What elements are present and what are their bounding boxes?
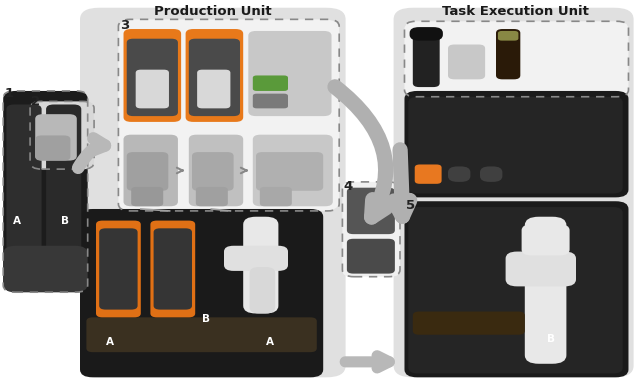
FancyBboxPatch shape: [124, 135, 178, 206]
FancyBboxPatch shape: [196, 187, 228, 206]
FancyBboxPatch shape: [192, 152, 234, 191]
Text: B: B: [202, 314, 210, 324]
FancyBboxPatch shape: [253, 75, 288, 91]
FancyBboxPatch shape: [253, 94, 288, 108]
FancyBboxPatch shape: [189, 135, 243, 206]
Text: 5: 5: [406, 199, 415, 212]
FancyBboxPatch shape: [522, 224, 570, 255]
FancyBboxPatch shape: [347, 188, 395, 234]
FancyBboxPatch shape: [408, 207, 623, 373]
FancyBboxPatch shape: [35, 114, 77, 161]
FancyBboxPatch shape: [253, 135, 333, 206]
FancyBboxPatch shape: [342, 182, 400, 277]
Text: A: A: [106, 337, 114, 348]
FancyBboxPatch shape: [498, 31, 518, 41]
FancyBboxPatch shape: [136, 70, 169, 108]
Text: 4: 4: [343, 180, 352, 193]
FancyBboxPatch shape: [404, 21, 628, 97]
FancyBboxPatch shape: [80, 209, 323, 377]
FancyBboxPatch shape: [99, 228, 138, 310]
FancyBboxPatch shape: [448, 166, 470, 182]
FancyBboxPatch shape: [80, 8, 346, 377]
FancyBboxPatch shape: [404, 91, 628, 197]
Text: 1: 1: [4, 87, 13, 100]
Text: A: A: [266, 337, 274, 348]
FancyBboxPatch shape: [506, 252, 576, 286]
FancyBboxPatch shape: [127, 152, 168, 191]
Text: B: B: [61, 216, 69, 226]
Text: A: A: [13, 216, 20, 226]
FancyBboxPatch shape: [413, 312, 525, 335]
FancyBboxPatch shape: [35, 135, 70, 161]
FancyBboxPatch shape: [30, 101, 94, 169]
FancyBboxPatch shape: [127, 39, 178, 116]
FancyBboxPatch shape: [394, 8, 634, 377]
Text: 2: 2: [31, 95, 40, 108]
FancyBboxPatch shape: [86, 317, 317, 352]
FancyBboxPatch shape: [3, 246, 88, 292]
Text: Task Execution Unit: Task Execution Unit: [442, 5, 589, 18]
FancyBboxPatch shape: [6, 104, 42, 286]
FancyBboxPatch shape: [256, 152, 323, 191]
FancyBboxPatch shape: [408, 97, 623, 194]
FancyBboxPatch shape: [150, 221, 195, 317]
FancyBboxPatch shape: [96, 221, 141, 317]
FancyBboxPatch shape: [154, 228, 192, 310]
FancyBboxPatch shape: [448, 45, 485, 79]
FancyBboxPatch shape: [248, 31, 332, 116]
FancyBboxPatch shape: [415, 164, 442, 184]
FancyBboxPatch shape: [525, 217, 566, 364]
Text: B: B: [547, 334, 556, 344]
FancyBboxPatch shape: [260, 187, 292, 206]
FancyBboxPatch shape: [3, 91, 88, 292]
FancyBboxPatch shape: [413, 31, 440, 87]
FancyBboxPatch shape: [118, 19, 339, 211]
FancyBboxPatch shape: [189, 39, 240, 116]
FancyBboxPatch shape: [131, 187, 163, 206]
FancyBboxPatch shape: [243, 217, 278, 313]
FancyBboxPatch shape: [410, 27, 443, 41]
FancyBboxPatch shape: [480, 166, 502, 182]
Text: 3: 3: [120, 19, 129, 32]
FancyBboxPatch shape: [404, 201, 628, 377]
FancyBboxPatch shape: [250, 267, 275, 313]
FancyBboxPatch shape: [186, 29, 243, 122]
FancyBboxPatch shape: [224, 246, 288, 271]
FancyBboxPatch shape: [496, 29, 520, 79]
FancyBboxPatch shape: [46, 104, 81, 286]
Text: Production Unit: Production Unit: [154, 5, 272, 18]
FancyBboxPatch shape: [124, 29, 181, 122]
FancyBboxPatch shape: [197, 70, 230, 108]
FancyBboxPatch shape: [347, 239, 395, 274]
